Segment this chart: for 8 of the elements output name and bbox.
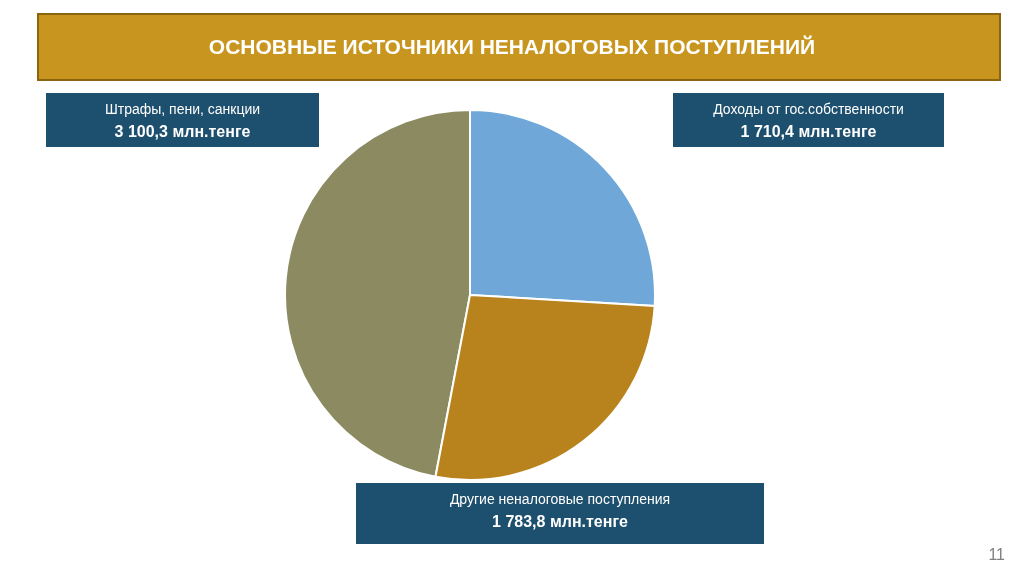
- text: 11: [988, 546, 1006, 563]
- data-label: 1 783,8 млн.тенге: [492, 513, 629, 530]
- data-label: 3 100,3 млн.тенге: [114, 123, 251, 140]
- chart-title: ОСНОВНЫЕ ИСТОЧНИКИ НЕНАЛОГОВЫХ ПОСТУПЛЕНИЙ: [208, 35, 816, 58]
- data-label: 1 710,4 млн.тенге: [740, 123, 877, 140]
- slice-label: Штрафы, пени, санкции: [104, 101, 261, 117]
- slice-label: Другие неналоговые поступления: [449, 491, 671, 507]
- slice-label: Доходы от гос.собственности: [713, 101, 904, 117]
